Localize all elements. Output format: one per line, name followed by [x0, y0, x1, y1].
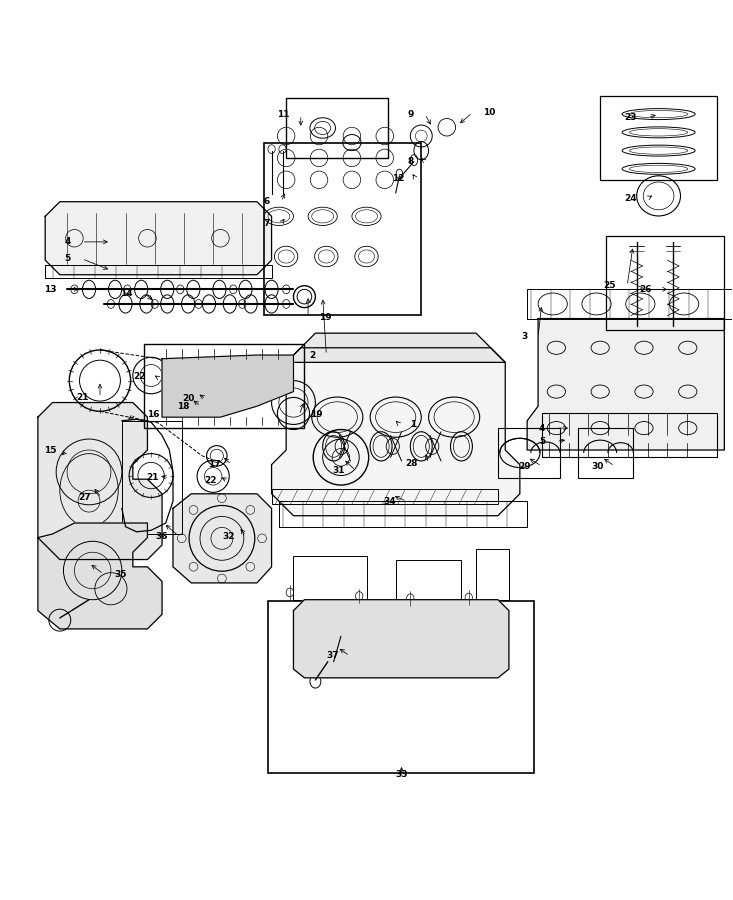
Text: 19: 19	[310, 410, 323, 419]
Bar	[268, 601, 534, 773]
Bar	[279, 501, 527, 526]
Text: 8: 8	[408, 158, 414, 166]
Text: 6: 6	[264, 197, 270, 206]
Bar	[271, 490, 498, 504]
Text: 19: 19	[319, 312, 331, 321]
Text: 3: 3	[521, 332, 527, 341]
Text: 21: 21	[146, 473, 158, 482]
Bar	[498, 428, 560, 478]
Text: 14: 14	[120, 289, 133, 298]
Text: 27: 27	[78, 493, 90, 502]
Polygon shape	[173, 494, 271, 583]
Bar	[542, 413, 717, 457]
Polygon shape	[271, 347, 520, 516]
Text: 21: 21	[76, 393, 89, 402]
Polygon shape	[162, 356, 293, 417]
Text: 15: 15	[44, 446, 56, 454]
Text: 24: 24	[624, 194, 637, 202]
Text: 2: 2	[309, 351, 315, 360]
Text: 16: 16	[147, 410, 160, 419]
Bar	[265, 143, 421, 315]
Text: 18: 18	[177, 401, 190, 410]
Polygon shape	[38, 402, 162, 560]
Text: 13: 13	[44, 285, 56, 294]
Bar	[396, 560, 462, 599]
Text: 29: 29	[518, 462, 531, 471]
Text: 23: 23	[625, 113, 637, 122]
Text: 32: 32	[223, 532, 235, 541]
Bar	[476, 549, 509, 599]
Text: 37: 37	[326, 652, 339, 661]
Text: 26: 26	[638, 285, 652, 294]
Polygon shape	[293, 599, 509, 678]
Bar	[527, 290, 732, 319]
Bar	[286, 98, 388, 158]
Bar	[45, 266, 271, 278]
Text: 34: 34	[383, 497, 396, 506]
Polygon shape	[38, 523, 162, 629]
Text: 25: 25	[604, 281, 616, 290]
Text: 22: 22	[133, 373, 146, 382]
Polygon shape	[286, 333, 505, 363]
Bar	[122, 421, 182, 534]
Text: 17: 17	[208, 460, 221, 469]
Text: 33: 33	[395, 770, 408, 779]
Text: 31: 31	[332, 466, 345, 475]
Bar	[578, 428, 633, 478]
Polygon shape	[45, 202, 271, 274]
Text: 7: 7	[264, 219, 270, 228]
Text: 5: 5	[539, 436, 545, 446]
Text: 11: 11	[277, 111, 290, 120]
Text: 30: 30	[592, 462, 604, 471]
Bar	[144, 344, 304, 428]
Text: 35: 35	[114, 570, 127, 579]
Bar	[600, 95, 717, 180]
Text: 5: 5	[65, 254, 71, 263]
Text: 12: 12	[392, 174, 405, 183]
Bar	[606, 236, 724, 329]
Text: 28: 28	[405, 459, 418, 468]
Bar	[293, 556, 366, 599]
Text: 9: 9	[408, 110, 414, 119]
Polygon shape	[527, 319, 724, 450]
Text: 4: 4	[65, 238, 71, 247]
Text: 36: 36	[155, 532, 168, 541]
Text: 4: 4	[539, 424, 545, 433]
Text: 22: 22	[205, 476, 217, 485]
Text: 10: 10	[483, 108, 496, 117]
Text: 20: 20	[183, 394, 195, 403]
Text: 1: 1	[410, 420, 416, 429]
